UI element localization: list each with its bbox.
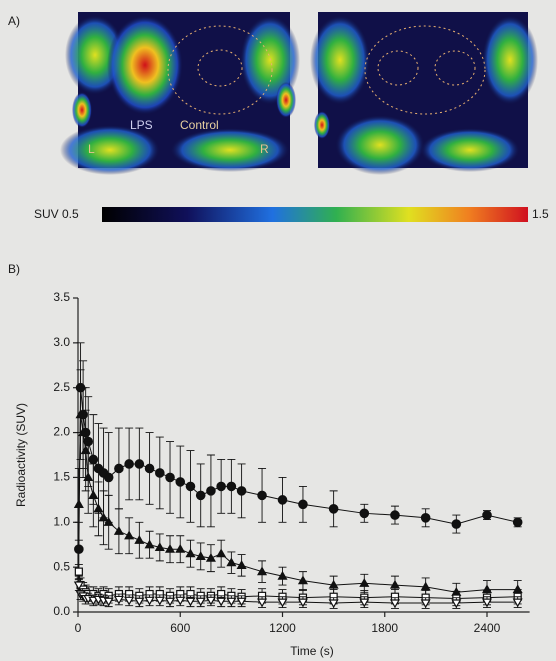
y-tick-label: 1.0 [53, 514, 70, 528]
data-point [135, 598, 143, 605]
data-point [176, 478, 184, 486]
image-label: Control [180, 118, 219, 132]
panel-label: B) [8, 262, 20, 276]
data-point [135, 460, 143, 468]
y-tick-label: 3.0 [53, 335, 70, 349]
data-point [125, 460, 133, 468]
data-point [186, 550, 194, 557]
data-point [89, 491, 97, 498]
data-point [100, 514, 108, 521]
data-point [217, 482, 225, 490]
series-line [79, 572, 518, 599]
pet-image-lps: LPS Control L R [60, 12, 300, 175]
image-label: LPS [130, 118, 153, 132]
x-tick-label: 0 [75, 621, 82, 635]
data-point [452, 520, 460, 528]
data-point [135, 536, 143, 543]
data-point [166, 473, 174, 481]
x-axis-label: Time (s) [290, 644, 334, 658]
data-point [104, 473, 112, 481]
y-tick-label: 2.0 [53, 425, 70, 439]
y-tick-label: 1.5 [53, 470, 70, 484]
x-tick-label: 1200 [269, 621, 296, 635]
data-point [237, 487, 245, 495]
data-point [125, 532, 133, 539]
y-tick-label: 0.0 [53, 604, 70, 618]
data-point [217, 550, 225, 557]
data-point [299, 500, 307, 508]
x-tick-label: 600 [170, 621, 190, 635]
plot: 0.0 0.5 1.0 1.5 2.0 2.5 3.0 3.5 0 600 1200 1800 2400 [53, 290, 529, 635]
data-point [156, 469, 164, 477]
image-label: L [88, 142, 95, 156]
data-point [75, 545, 83, 553]
pet-image-control [310, 12, 538, 175]
data-point [483, 511, 491, 519]
data-point [513, 518, 521, 526]
data-point [94, 505, 102, 512]
x-tick-label: 1800 [371, 621, 398, 635]
colorbar [102, 207, 528, 222]
y-tick-label: 0.5 [53, 559, 70, 573]
data-point [105, 598, 113, 605]
y-tick-label: 2.5 [53, 380, 70, 394]
data-point [75, 568, 82, 575]
data-point [329, 505, 337, 513]
data-point [146, 541, 154, 548]
data-point [258, 491, 266, 499]
colorbar-label: 1.5 [532, 207, 549, 221]
image-label: R [260, 142, 269, 156]
data-point [360, 509, 368, 517]
figure: A) LPS Control L R SUV 0.5 1.5 B) Time (… [0, 0, 556, 661]
data-point [278, 496, 286, 504]
data-point [391, 511, 399, 519]
data-point [186, 482, 194, 490]
data-point [421, 514, 429, 522]
panel-label: A) [8, 14, 20, 28]
data-point [360, 579, 368, 586]
data-point [145, 464, 153, 472]
y-tick-label: 3.5 [53, 290, 70, 304]
data-point [166, 598, 174, 605]
colorbar-label: SUV 0.5 [34, 207, 79, 221]
data-point [197, 491, 205, 499]
y-axis-label: Radioactivity (SUV) [14, 403, 28, 507]
data-point [75, 500, 83, 507]
data-point [89, 455, 97, 463]
data-point [227, 482, 235, 490]
data-point [115, 464, 123, 472]
x-tick-label: 2400 [474, 621, 501, 635]
data-point [207, 487, 215, 495]
